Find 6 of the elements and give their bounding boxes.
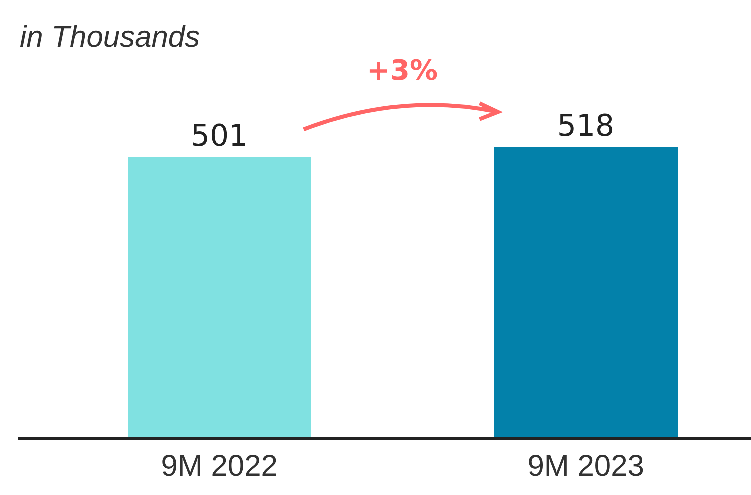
x-tick-label: 9M 2022 — [161, 450, 278, 483]
text: +3% — [367, 54, 438, 87]
x-tick-label: 9M 2023 — [528, 450, 644, 483]
data-label: 501 — [190, 119, 248, 154]
chart-subtitle: in Thousands — [20, 21, 200, 54]
data-label: 518 — [557, 109, 615, 144]
